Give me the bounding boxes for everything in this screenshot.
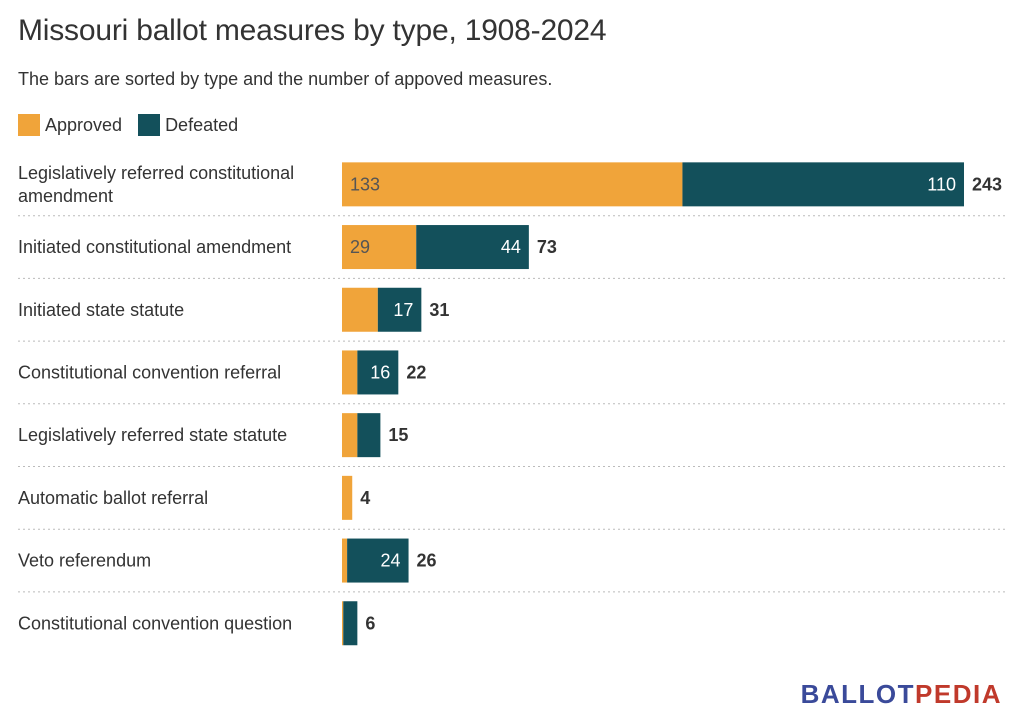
bar-segment-defeated	[416, 225, 529, 270]
bar-total-label: 22	[406, 362, 426, 382]
bar-segment-approved	[342, 601, 344, 646]
category-label: Initiated constitutional amendment	[18, 237, 291, 257]
bar-segment-defeated	[357, 413, 381, 458]
legend-label-defeated: Defeated	[165, 114, 239, 135]
legend-swatch-defeated	[138, 114, 161, 136]
bar-segment-defeated	[347, 538, 409, 583]
bar-segment-approved	[342, 225, 417, 270]
category-label: Veto referendum	[18, 551, 151, 571]
bar-value-label: 17	[393, 300, 413, 320]
logo-part-1: BALLOT	[800, 679, 916, 709]
bar-segment-approved	[342, 475, 353, 520]
bar-total-label: 243	[972, 174, 1002, 194]
category-label: Automatic ballot referral	[18, 488, 208, 508]
bar-segment-approved	[342, 287, 378, 332]
bar-segment-approved	[342, 538, 348, 583]
bar-value-label: 44	[501, 237, 521, 257]
chart-title: Missouri ballot measures by type, 1908-2…	[18, 14, 607, 47]
category-label: Constitutional convention question	[18, 613, 292, 633]
bar-total-label: 15	[388, 425, 408, 445]
legend-swatch-approved	[18, 114, 40, 136]
legend-label-approved: Approved	[45, 114, 123, 135]
logo-part-2: PEDIA	[915, 679, 1002, 709]
bar-total-label: 73	[537, 237, 557, 257]
bar-value-label: 29	[350, 237, 370, 257]
ballotpedia-logo: BALLOTPEDIA	[801, 679, 1002, 710]
chart-subtitle: The bars are sorted by type and the numb…	[18, 69, 553, 89]
bar-segment-approved	[342, 162, 683, 207]
bar-segment-defeated	[343, 601, 358, 646]
category-label: Initiated state statute	[18, 300, 184, 320]
bar-segment-defeated	[682, 162, 964, 207]
bar-segment-defeated	[357, 350, 399, 395]
bar-value-label: 133	[350, 174, 380, 194]
bar-segment-approved	[342, 413, 358, 458]
legend-item-defeated: Defeated	[138, 114, 238, 136]
bar-total-label: 6	[365, 613, 375, 633]
bar-value-label: 24	[381, 551, 401, 571]
legend: Approved Defeated	[18, 114, 254, 136]
category-label: Legislatively referred constitutional	[18, 163, 294, 183]
category-label: Legislatively referred state statute	[18, 425, 287, 445]
bar-total-label: 26	[417, 551, 437, 571]
bar-segment-approved	[342, 350, 358, 395]
bar-segment-defeated	[377, 287, 422, 332]
bar-total-label: 31	[429, 300, 449, 320]
bar-value-label: 16	[370, 362, 390, 382]
category-label: Constitutional convention referral	[18, 362, 281, 382]
category-label: amendment	[18, 186, 113, 206]
legend-item-approved: Approved	[18, 114, 122, 136]
bar-total-label: 4	[360, 488, 370, 508]
bar-value-label: 110	[927, 174, 956, 194]
